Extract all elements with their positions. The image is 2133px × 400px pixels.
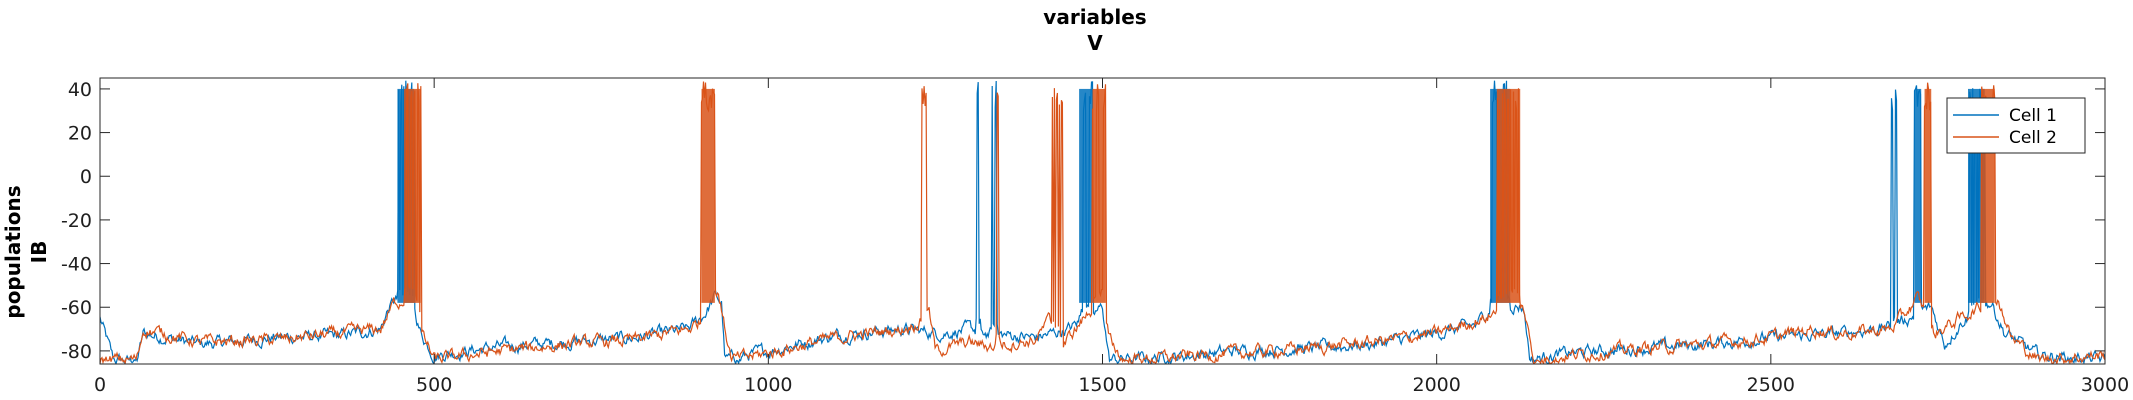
y-tick-label: -40 [61, 254, 92, 276]
spike-burst-cell-1-6 [1914, 88, 1922, 303]
y-tick-label: 0 [80, 166, 92, 188]
spike-burst-cell-2-6 [1496, 88, 1521, 303]
x-tick-label: 500 [416, 374, 452, 396]
x-tick-label: 1500 [1078, 374, 1126, 396]
chart-title-line-2: V [1087, 31, 1103, 55]
y-tick-label: 20 [68, 123, 92, 145]
spike-burst-cell-2-1 [701, 88, 715, 303]
x-tick-label: 0 [94, 374, 106, 396]
x-tick-label: 2000 [1412, 374, 1460, 396]
legend-label-cell-2: Cell 2 [2009, 128, 2057, 148]
spike-burst-cell-2-7 [1924, 88, 1932, 303]
y-axis-label-line-2: IB [27, 241, 51, 264]
y-tick-label: -20 [61, 210, 92, 232]
y-axis-label-line-1: populations [1, 185, 25, 318]
x-tick-label: 2500 [1747, 374, 1795, 396]
x-tick-label: 3000 [2081, 374, 2129, 396]
legend-box [1946, 97, 2086, 154]
y-tick-label: -80 [61, 341, 92, 363]
spike-burst-cell-2-0 [404, 88, 421, 303]
y-tick-label: 40 [68, 79, 92, 101]
y-tick-label: -60 [61, 297, 92, 319]
x-tick-label: 1000 [744, 374, 792, 396]
spike-burst-cell-1-3 [1079, 88, 1093, 303]
y-axis-label: populations IB [1, 185, 51, 318]
axes: 0 500 1000 1500 2000 2500 3000 -80 -60 -40 -20 0 20 4… [61, 77, 2129, 396]
spike-burst-cell-2-5 [1092, 88, 1106, 303]
legend-label-cell-1: Cell 1 [2009, 106, 2057, 126]
chart-title-line-1: variables [1043, 5, 1146, 29]
